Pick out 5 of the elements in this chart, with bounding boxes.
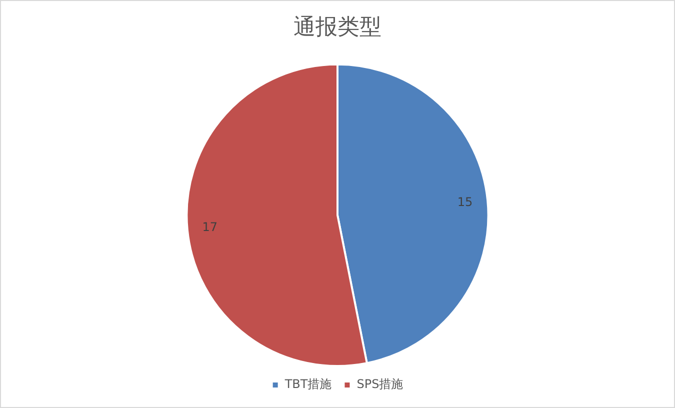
- legend-label: SPS措施: [356, 377, 404, 392]
- data-label: 15: [457, 194, 473, 209]
- data-label: 17: [202, 220, 218, 234]
- chart-title: 通报类型: [294, 14, 382, 40]
- legend-label: TBT措施: [284, 377, 332, 392]
